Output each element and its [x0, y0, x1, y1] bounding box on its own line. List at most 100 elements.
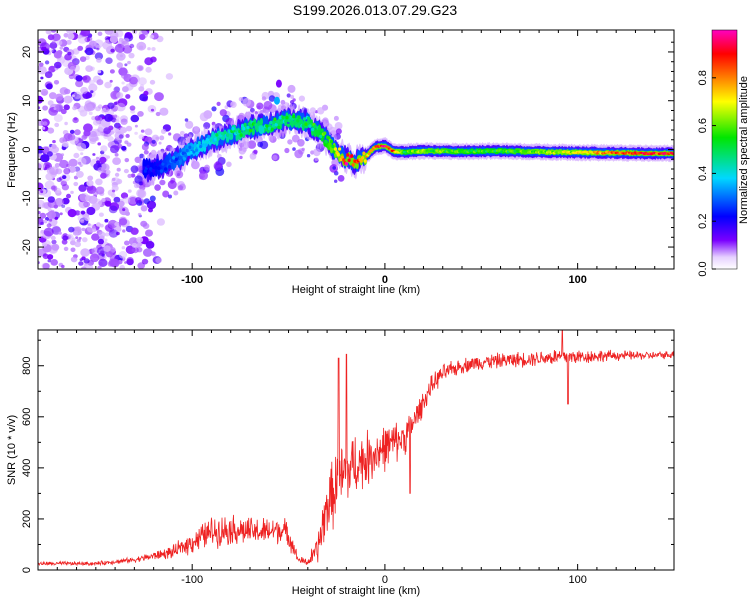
ridge-cell: [344, 161, 348, 166]
noise-blob: [137, 111, 144, 117]
noise-blob: [77, 214, 86, 222]
ridge-cell: [292, 114, 296, 119]
noise-blob: [67, 209, 77, 218]
ridge-cell: [273, 96, 280, 105]
ridge-cell: [351, 163, 355, 167]
noise-blob: [145, 66, 152, 73]
ridge-cell: [188, 145, 192, 150]
noise-blob: [120, 118, 128, 125]
noise-blob: [272, 154, 278, 161]
colorbar-tick-label: 0.0: [697, 261, 709, 276]
noise-blob: [185, 120, 194, 129]
noise-blob: [63, 167, 71, 175]
snr-plot: [38, 330, 674, 567]
noise-blob: [116, 92, 124, 99]
noise-blob: [92, 190, 99, 196]
noise-blob: [39, 42, 50, 52]
noise-blob: [131, 242, 138, 248]
noise-blob: [47, 207, 52, 212]
ridge-cell: [319, 134, 323, 139]
ridge-cell: [178, 155, 182, 160]
noise-blob: [83, 123, 93, 133]
noise-blob: [105, 39, 110, 44]
noise-blob: [122, 208, 126, 212]
ridge-cell: [231, 127, 235, 131]
ridge-cell: [191, 146, 195, 151]
noise-blob: [105, 169, 111, 175]
noise-blob: [156, 218, 165, 226]
noise-blob: [131, 248, 136, 253]
noise-blob: [116, 167, 121, 172]
noise-blob: [143, 150, 149, 155]
noise-blob: [50, 259, 58, 266]
noise-blob: [40, 76, 44, 80]
noise-blob: [77, 34, 82, 39]
ridge-cell: [671, 152, 674, 155]
noise-blob: [239, 155, 243, 160]
ridge-cell: [315, 129, 319, 133]
noise-blob: [138, 45, 144, 50]
noise-blob: [61, 184, 69, 191]
ridge-cell: [274, 122, 278, 127]
ridge-cell: [308, 124, 312, 128]
ridge-cell: [259, 117, 263, 126]
noise-blob: [125, 32, 131, 37]
noise-blob: [78, 184, 87, 192]
noise-blob: [111, 177, 116, 182]
noise-blob: [199, 171, 208, 181]
noise-blob: [44, 71, 53, 79]
noise-blob: [92, 228, 97, 233]
noise-blob: [139, 153, 145, 159]
noise-blob: [134, 124, 138, 128]
noise-blob: [129, 105, 136, 111]
noise-blob: [74, 129, 81, 136]
noise-blob: [141, 143, 149, 151]
ridge-cell: [213, 137, 218, 142]
noise-blob: [291, 134, 300, 143]
ridge-cell: [273, 117, 277, 122]
noise-blob: [116, 62, 124, 69]
ridge-cell: [159, 169, 164, 173]
colorbar-label: Normalized spectral amplitude: [738, 76, 750, 224]
noise-blob: [159, 107, 169, 116]
noise-blob: [94, 39, 104, 48]
ridge-cell: [239, 133, 243, 137]
noise-blob: [109, 69, 115, 74]
noise-blob: [253, 149, 258, 154]
noise-blob: [121, 145, 127, 151]
noise-blob: [88, 79, 95, 86]
noise-blob: [40, 88, 49, 96]
noise-blob: [86, 206, 96, 216]
ridge-cell: [157, 166, 161, 170]
noise-blob: [118, 251, 128, 259]
noise-blob: [85, 47, 94, 56]
noise-blob: [301, 147, 305, 152]
noise-blob: [50, 48, 54, 53]
noise-blob: [284, 147, 290, 154]
noise-blob: [286, 93, 291, 98]
noise-blob: [97, 142, 101, 146]
noise-blob: [45, 216, 50, 221]
noise-blob: [44, 60, 50, 65]
ridge-cell: [153, 171, 157, 176]
y-tick-label: 200: [21, 510, 33, 528]
ridge-cell: [361, 156, 365, 160]
noise-blob: [124, 261, 128, 264]
noise-blob: [73, 181, 79, 187]
noise-blob: [137, 189, 147, 198]
snr-series-line: [38, 330, 674, 567]
noise-blob: [54, 122, 60, 128]
noise-blob: [91, 116, 96, 121]
noise-blob: [165, 73, 174, 80]
noise-blob: [98, 212, 104, 217]
noise-blob: [49, 218, 53, 222]
ridge-cell: [200, 147, 204, 152]
noise-blob: [41, 126, 46, 130]
ridge-cell: [340, 155, 344, 160]
noise-blob: [38, 204, 41, 209]
ridge-cell: [238, 129, 242, 134]
noise-blob: [96, 160, 101, 164]
noise-blob: [155, 257, 163, 264]
ridge-cell: [350, 154, 354, 158]
